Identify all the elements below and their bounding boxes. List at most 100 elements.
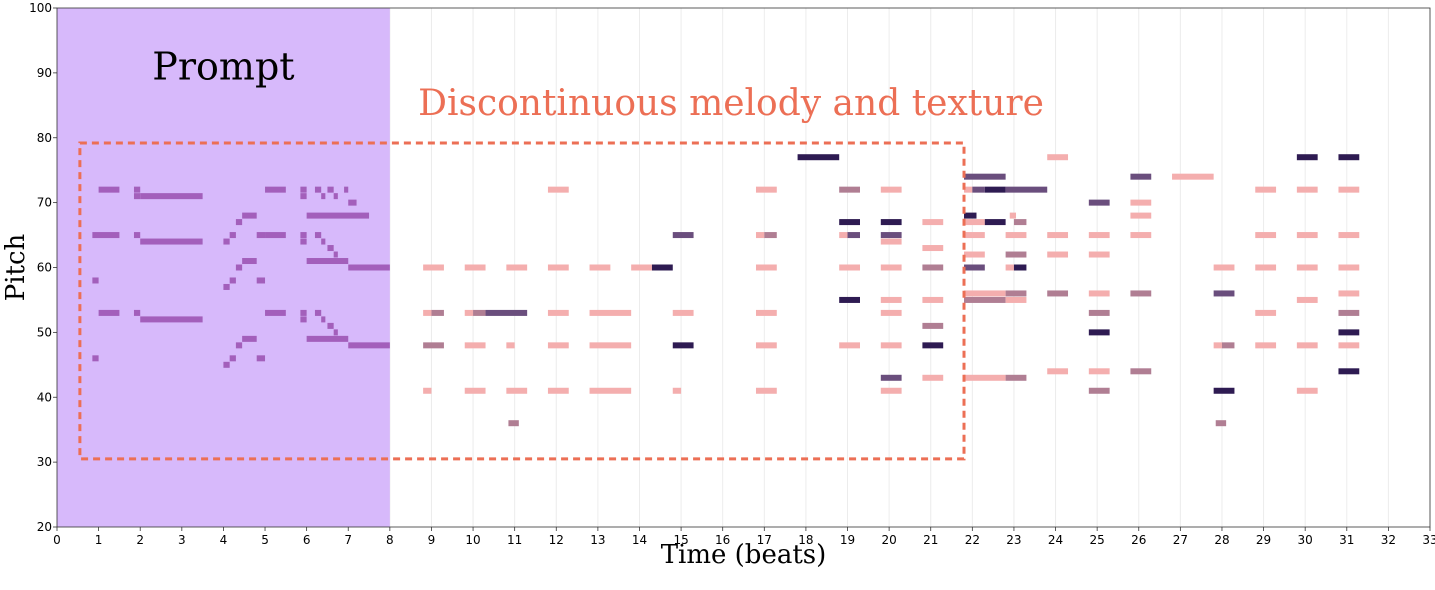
note-bar — [964, 374, 1006, 381]
note-bar — [922, 342, 944, 349]
x-axis-label: Time (beats) — [661, 540, 827, 570]
note-bar — [547, 342, 569, 349]
note-bar — [321, 193, 326, 200]
note-bar — [839, 264, 860, 271]
note-bar — [1338, 290, 1360, 297]
note-bar — [589, 264, 611, 271]
x-tick-label: 10 — [465, 533, 480, 547]
note-bar — [984, 219, 1006, 226]
note-bar — [327, 186, 334, 193]
note-bar — [256, 232, 266, 239]
note-bar — [631, 264, 652, 271]
note-bar — [1296, 342, 1318, 349]
note-bar — [1005, 374, 1027, 381]
note-bar — [880, 238, 902, 245]
x-tick-label: 5 — [261, 533, 269, 547]
note-bar — [880, 186, 902, 193]
note-bar — [140, 238, 203, 245]
note-bar — [839, 296, 860, 303]
note-bar — [964, 212, 977, 219]
note-bar — [265, 232, 286, 239]
x-tick-label: 25 — [1090, 533, 1105, 547]
note-bar — [964, 264, 985, 271]
x-tick-label: 0 — [53, 533, 61, 547]
x-tick-label: 28 — [1214, 533, 1229, 547]
x-tick-label: 9 — [428, 533, 436, 547]
x-tick-label: 16 — [715, 533, 730, 547]
note-bar — [922, 322, 944, 329]
note-bar — [92, 232, 120, 239]
x-tick-label: 23 — [1006, 533, 1021, 547]
note-bar — [506, 264, 528, 271]
note-bar — [922, 219, 944, 226]
note-bar — [473, 309, 486, 316]
note-bar — [223, 238, 230, 245]
y-tick-label: 30 — [37, 455, 52, 469]
note-bar — [300, 316, 307, 323]
note-bar — [755, 232, 765, 239]
note-bar — [235, 342, 243, 349]
note-bar — [764, 232, 777, 239]
x-tick-label: 31 — [1339, 533, 1354, 547]
note-bar — [306, 212, 370, 219]
note-bar — [880, 374, 902, 381]
note-bar — [229, 277, 236, 284]
note-bar — [348, 264, 390, 271]
note-bar — [229, 355, 236, 362]
note-bar — [964, 219, 985, 226]
note-bar — [242, 335, 257, 342]
note-bar — [321, 316, 326, 323]
note-bar — [306, 258, 349, 265]
note-bar — [348, 342, 390, 349]
note-bar — [1088, 290, 1110, 297]
note-bar — [508, 420, 519, 427]
note-bar — [1013, 219, 1027, 226]
y-tick-label: 40 — [37, 390, 52, 404]
note-bar — [1013, 264, 1027, 271]
note-bar — [1088, 251, 1110, 258]
note-bar — [964, 173, 1006, 180]
y-tick-label: 50 — [37, 325, 52, 339]
note-bar — [755, 264, 777, 271]
x-tick-label: 27 — [1173, 533, 1188, 547]
note-bar — [265, 186, 286, 193]
note-bar — [321, 238, 326, 245]
x-tick-label: 7 — [344, 533, 352, 547]
note-bar — [1338, 154, 1360, 161]
note-bar — [1172, 173, 1214, 180]
note-bar — [672, 309, 694, 316]
note-bar — [92, 277, 99, 284]
note-bar — [431, 309, 444, 316]
x-axis-ticks: 0 1 2 3 4 5 6 7 8 9 10 11 12 13 14 15 16 17 18 19 20 21 22 23 24… — [53, 527, 1435, 547]
note-bar — [300, 232, 307, 239]
note-bar — [922, 374, 944, 381]
note-bar — [223, 283, 230, 290]
x-tick-label: 29 — [1256, 533, 1271, 547]
note-bar — [880, 232, 902, 239]
note-bar — [964, 296, 1006, 303]
note-bar — [235, 219, 243, 226]
note-bar — [964, 251, 985, 258]
note-bar — [333, 251, 338, 258]
note-bar — [1296, 154, 1318, 161]
note-bar — [1255, 309, 1277, 316]
annotation-label: Discontinuous melody and texture — [418, 83, 1044, 124]
note-bar — [1338, 329, 1360, 336]
prompt-region — [57, 8, 390, 527]
note-bar — [1088, 368, 1110, 375]
note-bar — [1088, 309, 1110, 316]
note-bar — [485, 309, 528, 316]
x-tick-label: 14 — [632, 533, 647, 547]
note-bar — [223, 361, 230, 368]
x-tick-label: 30 — [1298, 533, 1313, 547]
note-bar — [672, 232, 694, 239]
note-bar — [1130, 212, 1152, 219]
note-bar — [1088, 232, 1110, 239]
y-tick-label: 90 — [37, 66, 52, 80]
note-bar — [1221, 342, 1235, 349]
note-bar — [1296, 387, 1318, 394]
note-bar — [327, 245, 334, 252]
note-bar — [1296, 296, 1318, 303]
note-bar — [98, 186, 120, 193]
note-bar — [423, 387, 432, 394]
